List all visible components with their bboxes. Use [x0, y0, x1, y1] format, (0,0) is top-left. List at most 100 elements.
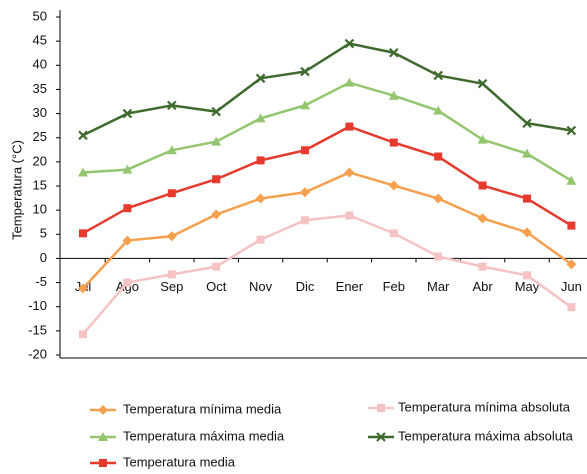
marker — [522, 227, 532, 238]
y-tick-label: 35 — [33, 81, 47, 96]
marker — [123, 204, 132, 213]
marker — [433, 193, 444, 204]
marker — [122, 235, 133, 246]
x-tick-label: Feb — [383, 279, 405, 294]
marker — [434, 252, 443, 261]
marker — [567, 303, 576, 312]
marker — [255, 193, 266, 204]
marker — [212, 175, 221, 184]
marker — [256, 156, 265, 165]
marker — [255, 73, 266, 84]
y-tick-label: 15 — [33, 177, 47, 192]
marker — [388, 90, 399, 100]
marker — [377, 404, 385, 412]
marker — [344, 167, 355, 178]
y-tick-label: -5 — [35, 274, 47, 289]
marker — [433, 105, 444, 115]
y-tick-label: 30 — [33, 105, 47, 120]
series-line — [82, 214, 573, 336]
marker — [522, 148, 532, 158]
x-tick-label: May — [515, 279, 540, 294]
marker — [211, 136, 222, 146]
marker — [433, 70, 443, 81]
marker — [301, 216, 309, 225]
marker — [345, 211, 354, 220]
marker — [300, 187, 310, 198]
marker — [478, 181, 487, 190]
marker — [166, 145, 177, 155]
x-tick-label: Dic — [296, 279, 315, 294]
marker — [79, 229, 87, 238]
x-tick-label: Oct — [206, 279, 227, 294]
y-tick-label: 20 — [33, 153, 47, 168]
marker — [567, 221, 576, 230]
series-line — [82, 81, 573, 182]
marker — [478, 262, 487, 271]
series-line — [82, 125, 573, 235]
marker — [167, 189, 176, 198]
marker — [389, 229, 398, 238]
marker — [301, 146, 309, 155]
y-tick-label: 0 — [40, 250, 47, 265]
marker — [389, 47, 399, 58]
marker — [523, 194, 531, 203]
marker — [477, 213, 488, 224]
marker — [212, 262, 221, 271]
marker — [256, 235, 265, 244]
y-tick-label: 40 — [33, 57, 47, 72]
marker — [211, 209, 222, 220]
legend-label: Temperatura mínima absoluta — [398, 399, 571, 414]
marker — [345, 122, 354, 131]
marker — [522, 118, 532, 129]
marker — [344, 77, 355, 87]
marker — [122, 108, 133, 119]
marker — [99, 459, 107, 467]
x-tick-label: Abr — [472, 279, 493, 294]
legend-label: Temperatura máxima absoluta — [398, 428, 574, 443]
y-tick-label: 5 — [40, 226, 47, 241]
marker — [389, 138, 398, 147]
legend-label: Temperatura mínima media — [123, 401, 282, 416]
x-tick-label: Nov — [249, 279, 273, 294]
marker — [566, 125, 577, 136]
marker — [566, 175, 577, 185]
marker — [98, 405, 108, 415]
y-tick-label: 50 — [33, 8, 47, 23]
marker — [566, 259, 577, 270]
marker — [166, 231, 177, 242]
series-line — [82, 171, 573, 290]
marker — [300, 66, 310, 77]
marker — [123, 278, 132, 287]
y-tick-label: 25 — [33, 129, 47, 144]
plot — [78, 38, 577, 339]
marker — [211, 106, 221, 117]
x-tick-label: Jun — [561, 279, 582, 294]
y-tick-label: 45 — [33, 33, 47, 48]
marker — [344, 38, 355, 49]
series-line — [82, 42, 572, 137]
y-tick-label: -20 — [28, 346, 47, 361]
marker — [167, 270, 176, 279]
x-tick-label: Mar — [427, 279, 450, 294]
y-tick-label: 10 — [33, 202, 47, 217]
marker — [122, 164, 133, 174]
marker — [78, 167, 88, 177]
y-tick-label: -15 — [28, 322, 47, 337]
marker — [388, 180, 399, 191]
y-axis-title: Temperatura (°C) — [9, 140, 24, 240]
marker — [376, 432, 386, 442]
marker — [477, 134, 488, 144]
marker — [78, 283, 88, 294]
legend-label: Temperatura media — [123, 454, 236, 469]
marker — [300, 100, 310, 110]
x-tick-label: Ener — [336, 279, 364, 294]
x-tick-label: Sep — [160, 279, 183, 294]
marker — [477, 78, 488, 89]
marker — [167, 100, 177, 111]
marker — [523, 271, 531, 280]
marker — [78, 130, 88, 141]
legend-label: Temperatura máxima media — [123, 428, 285, 443]
marker — [434, 152, 443, 161]
marker — [98, 432, 108, 441]
